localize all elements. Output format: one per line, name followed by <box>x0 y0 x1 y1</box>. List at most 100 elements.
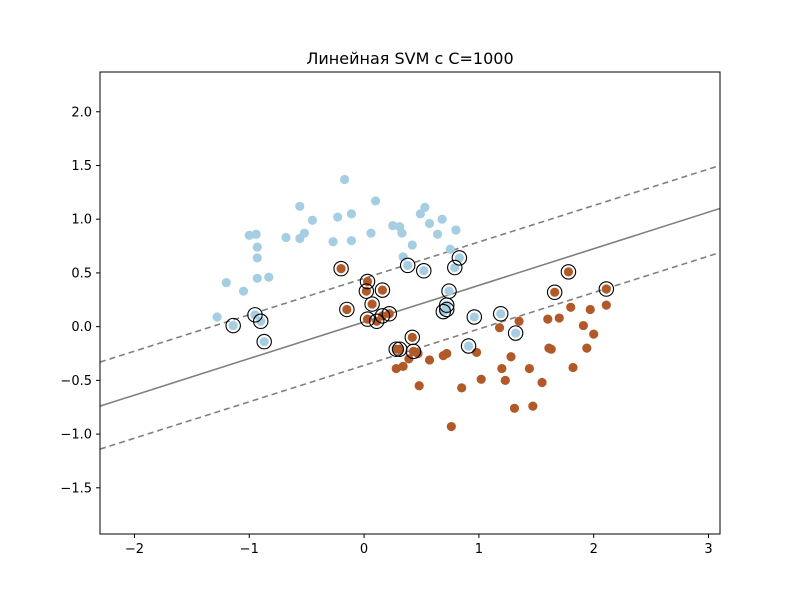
class-1-point <box>506 352 516 362</box>
class-0-point <box>511 328 521 338</box>
class-0-point <box>437 214 447 224</box>
support-vector-ring <box>256 333 272 350</box>
support-vector-ring <box>359 311 376 327</box>
class-1-point <box>404 354 414 364</box>
class-1-point <box>494 323 505 333</box>
class-0-point <box>346 209 357 219</box>
data-points <box>212 174 611 432</box>
class-0-point <box>295 201 305 211</box>
class-1-point <box>578 320 588 331</box>
y-tick-label: −0.5 <box>60 374 92 389</box>
y-axis: −1.5 −1.0 −0.5 0.0 0.5 1.0 1.5 2.0 <box>60 105 100 496</box>
class-1-point <box>414 381 424 391</box>
class-1-point <box>601 300 611 310</box>
class-0-point <box>252 242 262 252</box>
class-0-point <box>469 312 479 322</box>
class-0-point <box>221 277 231 288</box>
class-0-point <box>346 236 357 246</box>
x-tick-label: 0 <box>360 542 368 557</box>
class-0-point <box>420 202 430 212</box>
y-tick-label: 0.0 <box>71 320 92 335</box>
class-0-point <box>307 215 318 225</box>
class-0-point <box>451 225 461 235</box>
class-0-point <box>463 341 474 351</box>
support-vector-ring <box>364 296 380 312</box>
class-0-point <box>445 244 455 254</box>
class-0-point <box>407 240 417 250</box>
class-1-point <box>582 343 592 353</box>
class-1-point <box>457 383 467 393</box>
class-1-point <box>537 377 547 388</box>
class-0-point <box>333 212 343 222</box>
class-1-point <box>424 355 435 365</box>
y-tick-label: 1.0 <box>71 213 92 228</box>
support-vector-ring <box>451 250 468 266</box>
support-vector-ring <box>438 301 455 318</box>
class-1-point <box>342 304 352 315</box>
y-tick-label: 1.5 <box>71 159 92 174</box>
class-1-point <box>554 313 564 323</box>
class-1-point <box>362 314 373 324</box>
class-1-point <box>585 304 595 315</box>
support-vector-ring <box>441 283 457 299</box>
class-0-point <box>252 253 262 263</box>
support-vector-ring <box>368 313 385 330</box>
class-0-point <box>415 209 425 219</box>
class-0-point <box>419 266 429 276</box>
class-0-point <box>339 174 350 185</box>
support-vector-ring <box>333 260 349 277</box>
support-vector-ring <box>381 305 398 322</box>
class-1-point <box>563 267 574 277</box>
class-0-point <box>228 320 238 331</box>
support-vector-ring <box>598 281 615 297</box>
plot-area <box>100 164 720 450</box>
class-0-point <box>388 221 398 231</box>
class-0-point <box>403 260 413 270</box>
decision-boundary-line <box>100 207 720 407</box>
class-1-point <box>500 375 510 385</box>
class-0-point <box>370 196 381 206</box>
class-1-point <box>442 348 452 359</box>
class-1-point <box>601 284 611 294</box>
support-vector-ring <box>507 325 524 341</box>
class-1-point <box>476 374 486 384</box>
class-1-point <box>497 363 507 374</box>
class-0-point <box>256 316 266 326</box>
support-vector-ring <box>405 343 422 360</box>
support-vector-ring <box>388 341 404 357</box>
class-0-point <box>366 228 376 238</box>
class-1-point <box>566 302 576 312</box>
y-tick-label: 0.5 <box>71 266 92 281</box>
class-0-point <box>251 229 261 239</box>
class-0-point <box>212 312 222 322</box>
class-1-point <box>407 332 417 342</box>
x-tick-label: 2 <box>590 542 598 557</box>
class-0-point <box>432 229 443 239</box>
support-vector-ring <box>447 259 463 276</box>
class-1-point <box>398 361 408 371</box>
class-0-point <box>238 286 249 296</box>
class-0-point <box>299 228 309 238</box>
class-0-point <box>496 309 506 319</box>
class-1-point <box>336 264 346 274</box>
support-vector-ring <box>374 308 391 324</box>
plot-frame <box>99 71 721 535</box>
support-vector-ring <box>359 273 376 290</box>
class-1-point <box>524 363 535 374</box>
class-0-point <box>259 337 269 347</box>
support-vector-ring <box>252 313 269 330</box>
support-vector-ring <box>247 307 263 323</box>
support-vector-ring <box>416 263 432 279</box>
x-tick-label: −1 <box>240 542 259 557</box>
x-tick-label: 3 <box>704 542 712 557</box>
class-0-point <box>250 310 260 320</box>
support-vector-ring <box>466 309 483 325</box>
support-vector-ring <box>399 257 416 274</box>
class-0-point <box>244 230 254 240</box>
support-vector-ring <box>339 301 355 318</box>
x-tick-label: 1 <box>475 542 483 557</box>
class-0-point <box>264 272 274 282</box>
class-0-point <box>444 286 454 296</box>
support-vector-ring <box>225 317 241 334</box>
